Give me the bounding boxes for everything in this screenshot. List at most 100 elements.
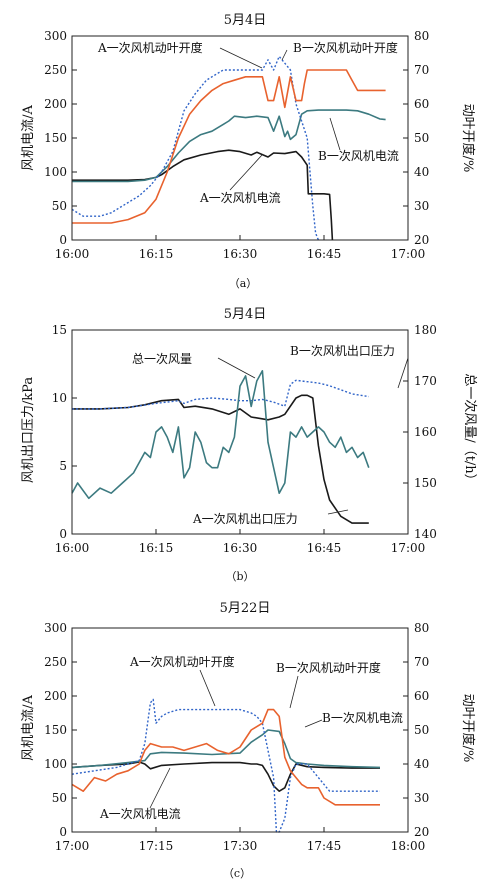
chart-c-y-tick-label: 250 [44, 655, 67, 669]
chart-b-series-left-blue-dashed [72, 379, 369, 410]
chart-a-annotation-a-blade: A一次风机动叶开度 [97, 40, 203, 55]
chart-a-annotation-leader [229, 154, 263, 191]
chart-a-y2-tick-label: 40 [414, 165, 429, 179]
chart-c-annotation-leader [199, 669, 216, 707]
chart-c-series-left-teal [71, 729, 381, 769]
chart-c-y2-tick-label: 60 [414, 689, 429, 703]
chart-c-y-tick-label: 100 [44, 757, 67, 771]
chart-c-annotation-a-blade: A一次风机动叶开度 [129, 654, 235, 669]
chart-b-ylabel: 风机出口压力/kPa [21, 377, 36, 483]
chart-a: 5月4日 风机电流/A 动叶开度/% A一次风机动叶开度 B一次风机动叶开度 B… [21, 13, 476, 290]
chart-a-y-tick-label: 250 [44, 63, 67, 77]
chart-c-annotation-b-blade: B一次风机动叶开度 [276, 660, 381, 675]
chart-c-x-tick-label: 18:00 [391, 839, 426, 853]
chart-c-y2-tick-label: 20 [414, 825, 429, 839]
chart-a-series-right-blue-dashed [71, 55, 320, 241]
chart-a-y-tick-label: 0 [59, 233, 67, 247]
chart-c-y2-tick-label: 70 [414, 655, 429, 669]
chart-b-annotation-total: 总一次风量 [132, 352, 192, 366]
chart-a-annotation-b-blade: B一次风机动叶开度 [293, 40, 398, 55]
chart-b-y-tick-label: 15 [52, 323, 67, 337]
chart-a-y-tick-label: 150 [44, 131, 67, 145]
chart-b-annotation-b-pressure: B一次风机出口压力 [290, 344, 395, 358]
chart-b-y-tick-label: 5 [59, 459, 67, 473]
chart-a-ylabel: 风机电流/A [21, 105, 36, 171]
chart-c-annotation-a-current: A一次风机电流 [99, 807, 181, 821]
chart-a-x-tick-label: 16:30 [223, 247, 258, 261]
chart-c-annotation-leader [149, 767, 171, 809]
chart-c-y-tick-label: 150 [44, 723, 67, 737]
chart-b-x-tick-label: 17:00 [391, 541, 426, 555]
chart-a-annotation-b-current: B一次风机电流 [318, 149, 399, 163]
chart-b-title: 5月4日 [224, 307, 267, 322]
chart-c-series-right-orange [71, 708, 380, 806]
chart-b-annotation-leader [217, 357, 256, 379]
chart-a-y2label: 动叶开度/% [460, 104, 476, 173]
chart-a-y-tick-label: 300 [44, 29, 67, 43]
chart-b-x-tick-label: 16:15 [139, 541, 174, 555]
chart-c-y-tick-label: 50 [52, 791, 67, 805]
chart-c-y2-tick-label: 30 [414, 791, 429, 805]
chart-c: 5月22日 风机电流/A 动叶开度/% A一次风机动叶开度 B一次风机动叶开度 … [21, 601, 476, 880]
chart-c-y-tick-label: 200 [44, 689, 67, 703]
chart-c-x-tick-label: 17:15 [139, 839, 174, 853]
chart-a-annotation-leader [329, 117, 341, 151]
chart-c-title: 5月22日 [220, 601, 271, 616]
chart-b-y2-tick-label: 180 [414, 323, 437, 337]
chart-a-y-tick-label: 50 [52, 199, 67, 213]
chart-c-series-left-black [71, 761, 380, 793]
chart-a-plot-frame [71, 35, 409, 241]
chart-a-y2-tick-label: 30 [414, 199, 429, 213]
chart-c-y-tick-label: 300 [44, 621, 67, 635]
chart-c-annotation-leader [289, 675, 299, 709]
chart-b-plot-frame [71, 329, 409, 535]
chart-b-x-tick-label: 16:30 [223, 541, 258, 555]
chart-a-y-tick-label: 100 [44, 165, 67, 179]
chart-a-series-left-teal [72, 109, 386, 183]
chart-b-annotation-leader [397, 357, 409, 389]
chart-c-annotation-b-current: B一次风机电流 [322, 711, 403, 725]
chart-b-series-left-black [72, 394, 369, 524]
chart-c-x-tick-label: 17:00 [55, 839, 90, 853]
chart-a-annotation-leader [281, 49, 288, 61]
chart-a-caption: （a） [229, 277, 258, 290]
chart-c-y2-tick-label: 80 [414, 621, 429, 635]
chart-c-y-tick-label: 0 [59, 825, 67, 839]
chart-c-annotation-leader [304, 719, 323, 728]
chart-b-x-tick-label: 16:45 [307, 541, 342, 555]
chart-c-caption: （c） [223, 867, 251, 880]
chart-a-x-tick-label: 16:00 [55, 247, 90, 261]
chart-b-caption: （b） [225, 570, 254, 583]
chart-b-x-tick-label: 16:00 [55, 541, 90, 555]
chart-c-y2-tick-label: 50 [414, 723, 429, 737]
chart-b: 5月4日 风机出口压力/kPa 总一次风量/（t/h） 总一次风量 B一次风机出… [21, 307, 478, 583]
chart-a-y2-tick-label: 80 [414, 29, 429, 43]
chart-b-y2-tick-label: 160 [414, 425, 437, 439]
chart-b-series-right-teal [71, 369, 370, 500]
chart-a-title: 5月4日 [224, 13, 267, 28]
chart-b-y2-tick-label: 140 [414, 527, 437, 541]
chart-a-y-tick-label: 200 [44, 97, 67, 111]
chart-a-series-right-orange [72, 69, 386, 224]
chart-a-x-tick-label: 16:45 [307, 247, 342, 261]
chart-a-y2-tick-label: 70 [414, 63, 429, 77]
chart-b-annotation-a-pressure: A一次风机出口压力 [192, 512, 298, 526]
chart-c-y2label: 动叶开度/% [460, 694, 476, 763]
chart-c-plot-frame [71, 627, 409, 833]
chart-a-y2-tick-label: 50 [414, 131, 429, 145]
chart-b-y2-tick-label: 170 [414, 374, 437, 388]
chart-b-y2label: 总一次风量/（t/h） [462, 373, 478, 486]
chart-a-y2-tick-label: 60 [414, 97, 429, 111]
chart-b-y-tick-label: 0 [59, 527, 67, 541]
chart-a-x-tick-label: 16:15 [139, 247, 174, 261]
chart-b-y-tick-label: 10 [52, 391, 67, 405]
chart-a-annotation-a-current: A一次风机电流 [199, 191, 281, 205]
chart-c-y2-tick-label: 40 [414, 757, 429, 771]
chart-a-y2-tick-label: 20 [414, 233, 429, 247]
chart-a-annotation-leader [219, 47, 263, 69]
chart-a-x-tick-label: 17:00 [391, 247, 426, 261]
chart-c-ylabel: 风机电流/A [21, 695, 36, 761]
chart-b-y2-tick-label: 150 [414, 476, 437, 490]
chart-c-series-right-blue-dashed [71, 698, 380, 833]
